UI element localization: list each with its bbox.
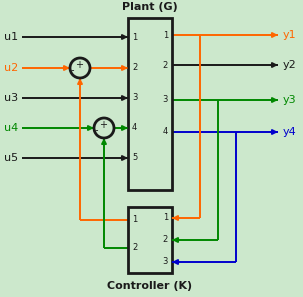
Text: 2: 2 <box>163 61 168 69</box>
Text: 2: 2 <box>132 64 137 72</box>
Text: u5: u5 <box>4 153 18 163</box>
Text: 1: 1 <box>132 216 137 225</box>
Text: u4: u4 <box>4 123 18 133</box>
Text: 2: 2 <box>132 244 137 252</box>
Text: 1: 1 <box>163 214 168 222</box>
Text: u2: u2 <box>4 63 18 73</box>
Text: u3: u3 <box>4 93 18 103</box>
Bar <box>128 18 172 190</box>
Text: Plant (G): Plant (G) <box>122 2 178 12</box>
Text: 1: 1 <box>132 32 137 42</box>
Bar <box>128 207 172 273</box>
Text: y2: y2 <box>282 60 296 70</box>
Text: 5: 5 <box>132 154 137 162</box>
Text: y4: y4 <box>282 127 296 137</box>
Text: 2: 2 <box>163 236 168 244</box>
Text: 4: 4 <box>132 124 137 132</box>
Text: +: + <box>99 120 107 130</box>
Text: u1: u1 <box>4 32 18 42</box>
Text: Controller (K): Controller (K) <box>108 281 193 291</box>
Text: -: - <box>94 125 98 135</box>
Text: 3: 3 <box>132 94 137 102</box>
Text: y3: y3 <box>282 95 296 105</box>
Text: 3: 3 <box>163 96 168 105</box>
Text: 4: 4 <box>163 127 168 137</box>
Text: -: - <box>70 65 74 75</box>
Text: 3: 3 <box>163 257 168 266</box>
Text: +: + <box>75 60 83 70</box>
Text: y1: y1 <box>282 30 296 40</box>
Text: 1: 1 <box>163 31 168 40</box>
